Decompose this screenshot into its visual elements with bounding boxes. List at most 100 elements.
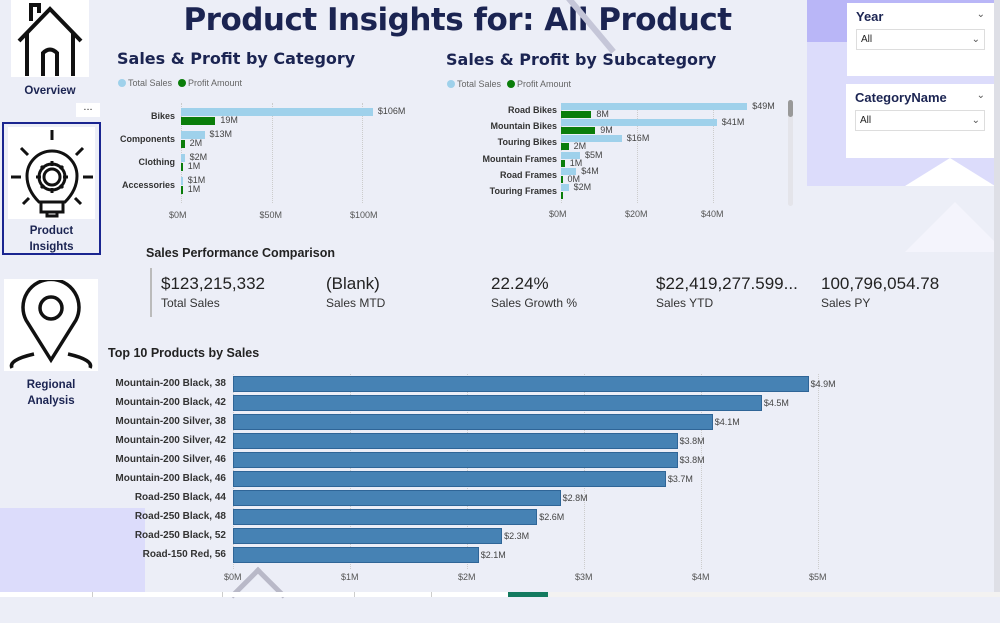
category-label: Road-150 Red, 56 [142,549,226,560]
data-label: $2.1M [480,550,506,560]
sales-bar[interactable] [561,167,577,175]
product-bar[interactable] [233,547,479,563]
data-label: $2.6M [539,512,565,522]
kpi-label: Sales Growth % [491,296,578,310]
profit-bar[interactable] [561,159,565,167]
category-label: Mountain-200 Silver, 46 [115,454,226,465]
gridline [271,103,273,203]
data-label: 1M [187,161,201,171]
dropdown-value: All [861,34,873,45]
sales-bar[interactable] [561,119,717,127]
data-label: $106M [377,106,406,116]
kpi-value: 100,796,054.78 [821,274,940,293]
profit-bar[interactable] [181,186,183,194]
decor-triangle [905,202,1000,252]
profit-bar[interactable] [561,175,563,183]
product-bar[interactable] [233,452,678,468]
data-label: 0M [567,173,581,184]
product-bar[interactable] [233,528,503,544]
data-label: $1M [187,175,206,185]
data-label: 9M [600,125,613,136]
nav-regional-analysis[interactable]: Regional Analysis [4,279,98,411]
category-label: Mountain-200 Black, 46 [115,473,226,484]
category-label: Mountain-200 Black, 38 [115,378,226,389]
subcategory-chart-title: Sales & Profit by Subcategory [446,50,717,69]
data-label: $4.9M [810,379,836,389]
page-tab[interactable] [223,592,355,597]
page-tab[interactable] [0,592,93,597]
axis-tick-label: $40M [701,209,724,219]
more-options-button[interactable]: ... [76,102,100,117]
legend-item-profit[interactable]: Profit Amount [507,79,571,89]
nav-label: Overview [24,85,76,97]
profit-bar[interactable] [561,143,569,151]
profit-bar[interactable] [561,127,596,135]
kpi-card [150,268,994,317]
category-label: Road-250 Black, 52 [134,530,226,541]
product-bar[interactable] [233,414,713,430]
gridline [713,103,714,203]
category-dropdown[interactable]: All ⌄ [855,110,985,131]
axis-tick-label: $4M [692,572,710,582]
product-bar[interactable] [233,471,666,487]
product-bar[interactable] [233,509,538,525]
legend-item-profit[interactable]: Profit Amount [178,78,242,88]
category-label: Mountain-200 Black, 42 [115,397,226,408]
scrollbar-thumb[interactable] [788,100,793,117]
sales-bar[interactable] [181,108,373,116]
category-slicer[interactable]: CategoryName ⌄ All ⌄ [846,84,994,158]
data-label: $2M [189,152,208,162]
kpi-item: $22,419,277.599... Sales YTD [656,274,798,310]
page-tab-active[interactable] [508,592,548,597]
axis-tick-label: $100M [350,210,378,220]
year-slicer[interactable]: Year ⌄ All ⌄ [847,3,994,76]
chevron-down-icon[interactable]: ⌄ [976,90,985,101]
legend-item-sales[interactable]: Total Sales [447,79,501,89]
category-label: Road Bikes [507,105,557,115]
nav-product-insights[interactable]: Product Insights [2,122,101,255]
data-label: $3.7M [667,474,693,484]
sales-bar[interactable] [561,151,580,159]
data-label: 1M [569,157,583,168]
product-bar[interactable] [233,395,762,411]
kpi-value: $123,215,332 [161,274,265,293]
data-label: 2M [189,138,203,148]
kpi-item: 100,796,054.78 Sales PY [821,274,939,310]
profit-bar[interactable] [561,192,563,199]
page-tab[interactable] [93,592,223,597]
page-tab[interactable] [355,592,432,597]
scrollbar[interactable] [788,100,793,206]
category-label: Mountain-200 Silver, 38 [115,416,226,427]
product-bar[interactable] [233,433,678,449]
kpi-label: Sales MTD [326,296,386,310]
profit-bar[interactable] [561,111,592,118]
chevron-down-icon: ⌄ [971,34,980,45]
nav-overview[interactable]: Overview [11,0,89,100]
sales-bar[interactable] [181,131,205,139]
map-pin-icon [4,279,98,371]
category-label: Touring Bikes [497,137,557,148]
kpi-item: (Blank) Sales MTD [326,274,385,310]
sales-bar[interactable] [561,184,569,191]
sales-bar[interactable] [561,135,622,143]
product-bar[interactable] [233,376,809,392]
profit-bar[interactable] [181,140,185,148]
top10-chart[interactable]: $0M $1M $2M $3M $4M $5M Mountain-200 Black, 38… [100,370,850,590]
sales-bar[interactable] [561,103,748,110]
legend-item-sales[interactable]: Total Sales [118,78,172,88]
chevron-down-icon[interactable]: ⌄ [976,9,985,20]
page-tab[interactable] [432,592,508,597]
data-label: $13M [209,129,233,139]
category-label: Mountain Bikes [490,121,557,132]
category-chart[interactable]: $0M $50M $100M Bikes $106M 19M Components $13M 2… [100,95,440,225]
year-dropdown[interactable]: All ⌄ [856,29,985,50]
category-label: Road-250 Black, 44 [134,492,226,503]
subcategory-chart[interactable]: $0M $20M $40M Road Bikes $49M 8M Mountain Bike… [440,95,800,225]
category-label: Road-250 Black, 48 [134,511,226,522]
sales-bar[interactable] [181,154,185,162]
profit-bar[interactable] [181,117,216,125]
product-bar[interactable] [233,490,561,506]
profit-bar[interactable] [181,163,183,171]
right-edge [994,0,1000,597]
sales-bar[interactable] [181,177,183,185]
